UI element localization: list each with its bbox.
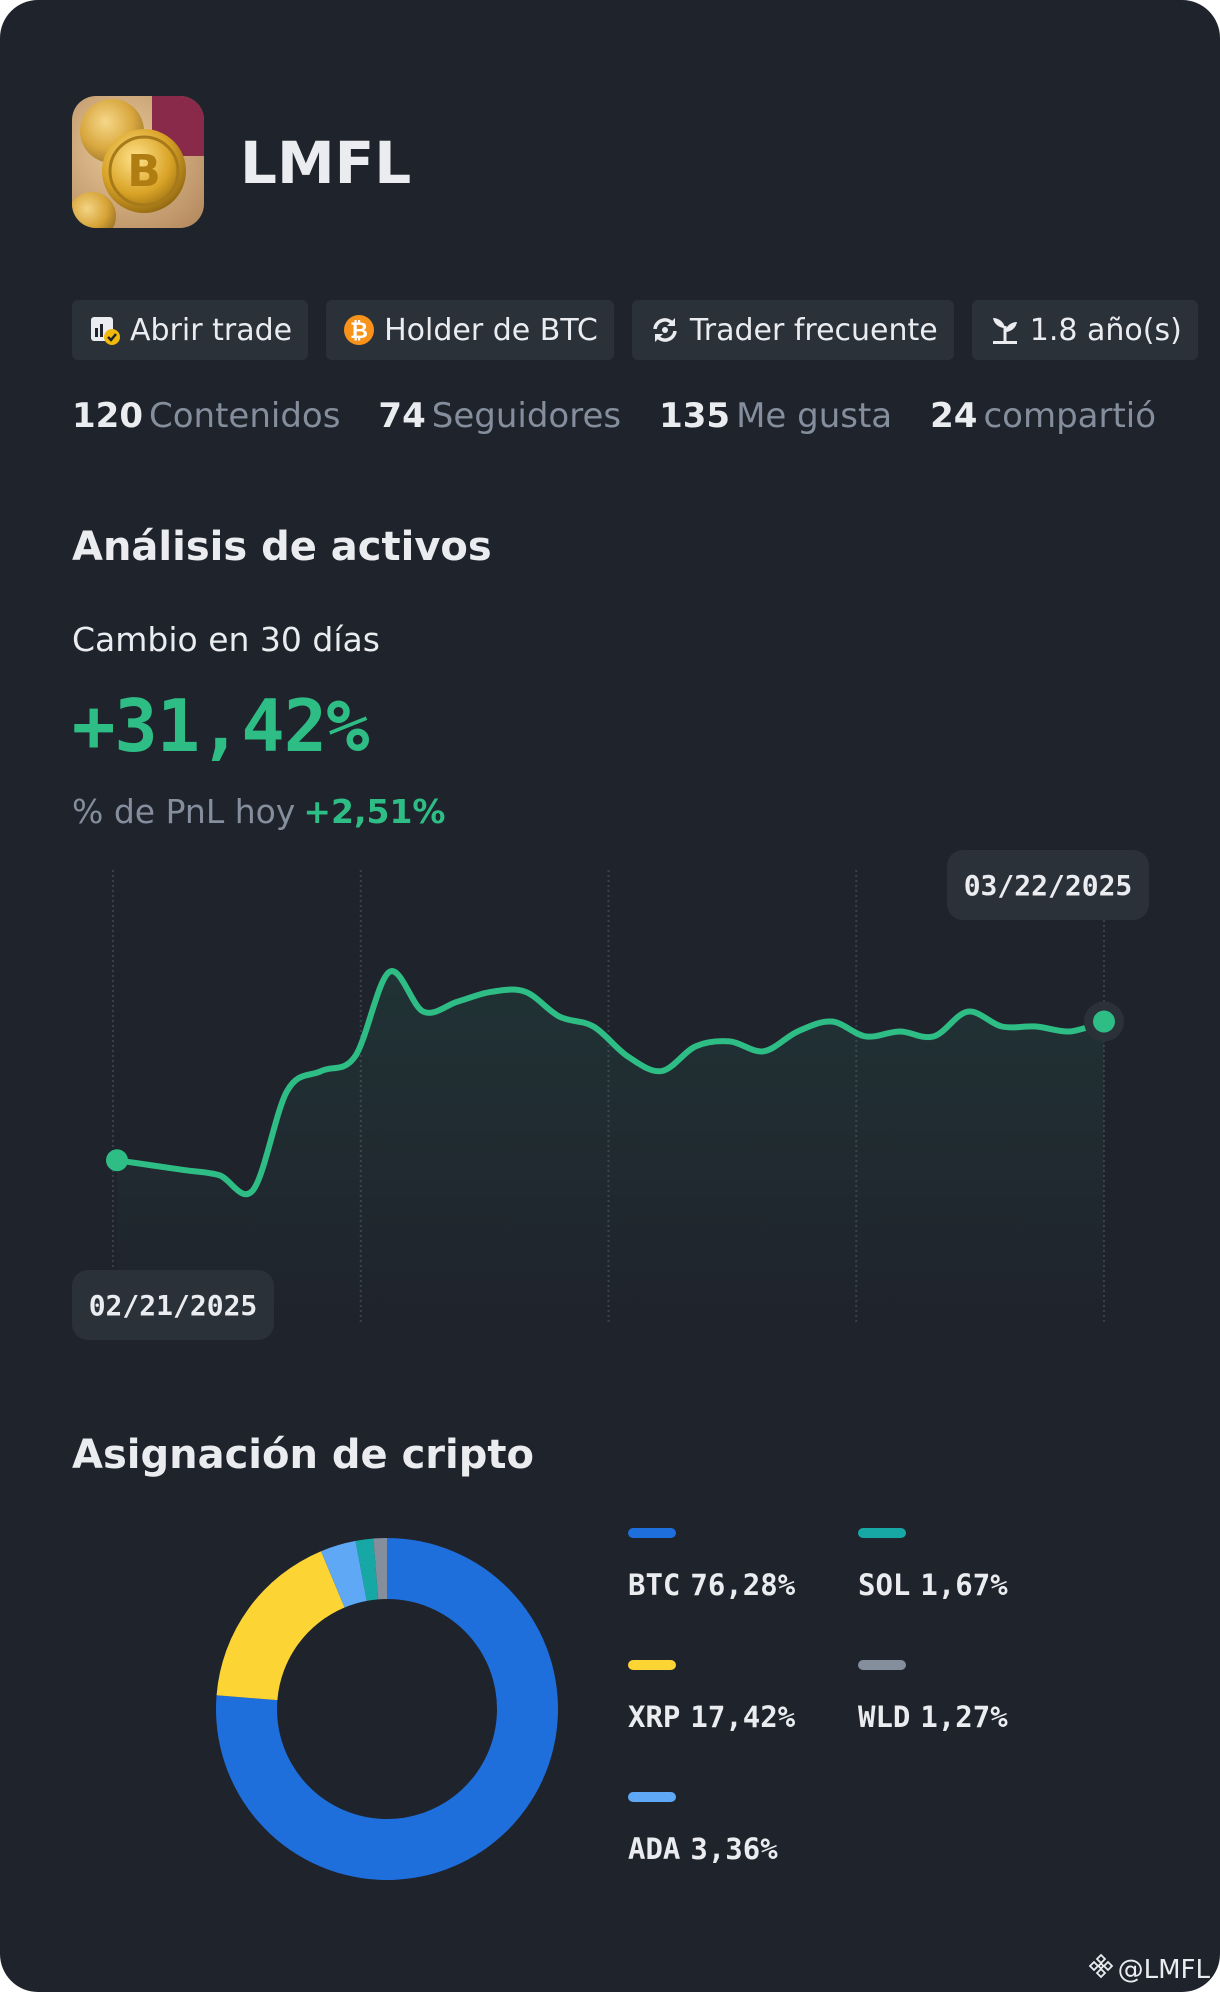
svg-text:₿: ₿ (350, 319, 368, 344)
pnl-today: % de PnL hoy +2,51% (72, 792, 445, 831)
binance-logo-icon (1088, 1953, 1114, 1986)
legend-color-swatch (858, 1528, 906, 1538)
stat-followers[interactable]: 74 Seguidores (378, 396, 621, 436)
sprout-icon (988, 313, 1022, 347)
stat-label: Contenidos (148, 396, 341, 436)
chart-end-point[interactable] (1093, 1010, 1115, 1033)
crypto-allocation-donut-chart[interactable] (214, 1536, 560, 1882)
avatar[interactable]: B (72, 96, 204, 228)
legend-item-ada: ADA 3,36% (628, 1792, 778, 1866)
refresh-icon (648, 313, 682, 347)
legend-asset-percent: 3,36% (690, 1832, 778, 1866)
badge-label: Abrir trade (130, 312, 293, 348)
badge-open-trade[interactable]: Abrir trade (72, 300, 309, 360)
badge-label: 1.8 año(s) (1029, 312, 1182, 348)
legend-color-swatch (628, 1792, 676, 1802)
legend-item-wld: WLD 1,27% (858, 1660, 1008, 1734)
legend-item-xrp: XRP 17,42% (628, 1660, 796, 1734)
stat-label: compartió (983, 396, 1157, 436)
stat-contents[interactable]: 120 Contenidos (72, 396, 340, 436)
donut-slice-xrp[interactable] (216, 1551, 345, 1701)
watermark: @LMFL (1088, 1953, 1210, 1986)
pnl-today-label: % de PnL hoy (72, 792, 296, 831)
crypto-allocation-title: Asignación de cripto (72, 1432, 534, 1478)
username: LMFL (240, 129, 412, 197)
legend-asset-name: ADA (628, 1832, 681, 1866)
legend-asset-name: BTC (628, 1568, 681, 1602)
badge-label: Holder de BTC (384, 312, 598, 348)
chart-area-fill (117, 971, 1104, 1325)
donut-slice-ada[interactable] (321, 1540, 367, 1608)
legend-color-swatch (628, 1660, 676, 1670)
bitcoin-coins-avatar-image: B (72, 96, 204, 228)
legend-item-sol: SOL 1,67% (858, 1528, 1008, 1602)
legend-asset-percent: 1,67% (920, 1568, 1008, 1602)
donut-slice-wld[interactable] (373, 1538, 387, 1600)
change-30d-value: +31,42% (72, 684, 369, 768)
pnl-today-value: +2,51% (303, 792, 446, 831)
stat-label: Seguidores (431, 396, 622, 436)
donut-slice-btc[interactable] (216, 1538, 558, 1880)
chart-start-point[interactable] (106, 1149, 128, 1172)
legend-color-swatch (628, 1528, 676, 1538)
stat-likes[interactable]: 135 Me gusta (659, 396, 892, 436)
chart-start-date-tag: 02/21/2025 (72, 1270, 274, 1340)
chart-end-date-tag: 03/22/2025 (947, 850, 1149, 920)
legend-item-btc: BTC 76,28% (628, 1528, 796, 1602)
legend-asset-name: XRP (628, 1700, 681, 1734)
legend-asset-name: SOL (858, 1568, 911, 1602)
legend-color-swatch (858, 1660, 906, 1670)
stat-value: 120 (72, 396, 143, 436)
stat-value: 74 (378, 396, 426, 436)
badge-btc-holder[interactable]: ₿ Holder de BTC (326, 300, 614, 360)
watermark-handle: @LMFL (1117, 1954, 1210, 1985)
stat-shares[interactable]: 24 compartió (930, 396, 1156, 436)
chart-series-line (114, 968, 1107, 1198)
bitcoin-icon: ₿ (342, 313, 376, 347)
legend-asset-percent: 17,42% (690, 1700, 796, 1734)
badge-account-age[interactable]: 1.8 año(s) (971, 300, 1198, 360)
asset-change-line-chart[interactable] (0, 850, 1220, 1340)
badge-label: Trader frecuente (689, 312, 938, 348)
badge-frequent-trader[interactable]: Trader frecuente (631, 300, 954, 360)
stat-value: 24 (930, 396, 978, 436)
badge-row: Abrir trade ₿ Holder de BTC (72, 300, 1198, 360)
donut-slice-sol[interactable] (355, 1538, 379, 1601)
stats-row: 120 Contenidos 74 Seguidores 135 Me gusta 2… (72, 396, 1156, 436)
asset-analysis-title: Análisis de activos (72, 524, 492, 570)
legend-asset-percent: 76,28% (690, 1568, 796, 1602)
legend-asset-name: WLD (858, 1700, 911, 1734)
svg-text:B: B (127, 146, 161, 197)
stat-value: 135 (659, 396, 731, 436)
stat-label: Me gusta (736, 396, 893, 436)
change-30d-label: Cambio en 30 días (72, 620, 380, 659)
legend-asset-percent: 1,27% (920, 1700, 1008, 1734)
chart-check-icon (88, 313, 122, 347)
